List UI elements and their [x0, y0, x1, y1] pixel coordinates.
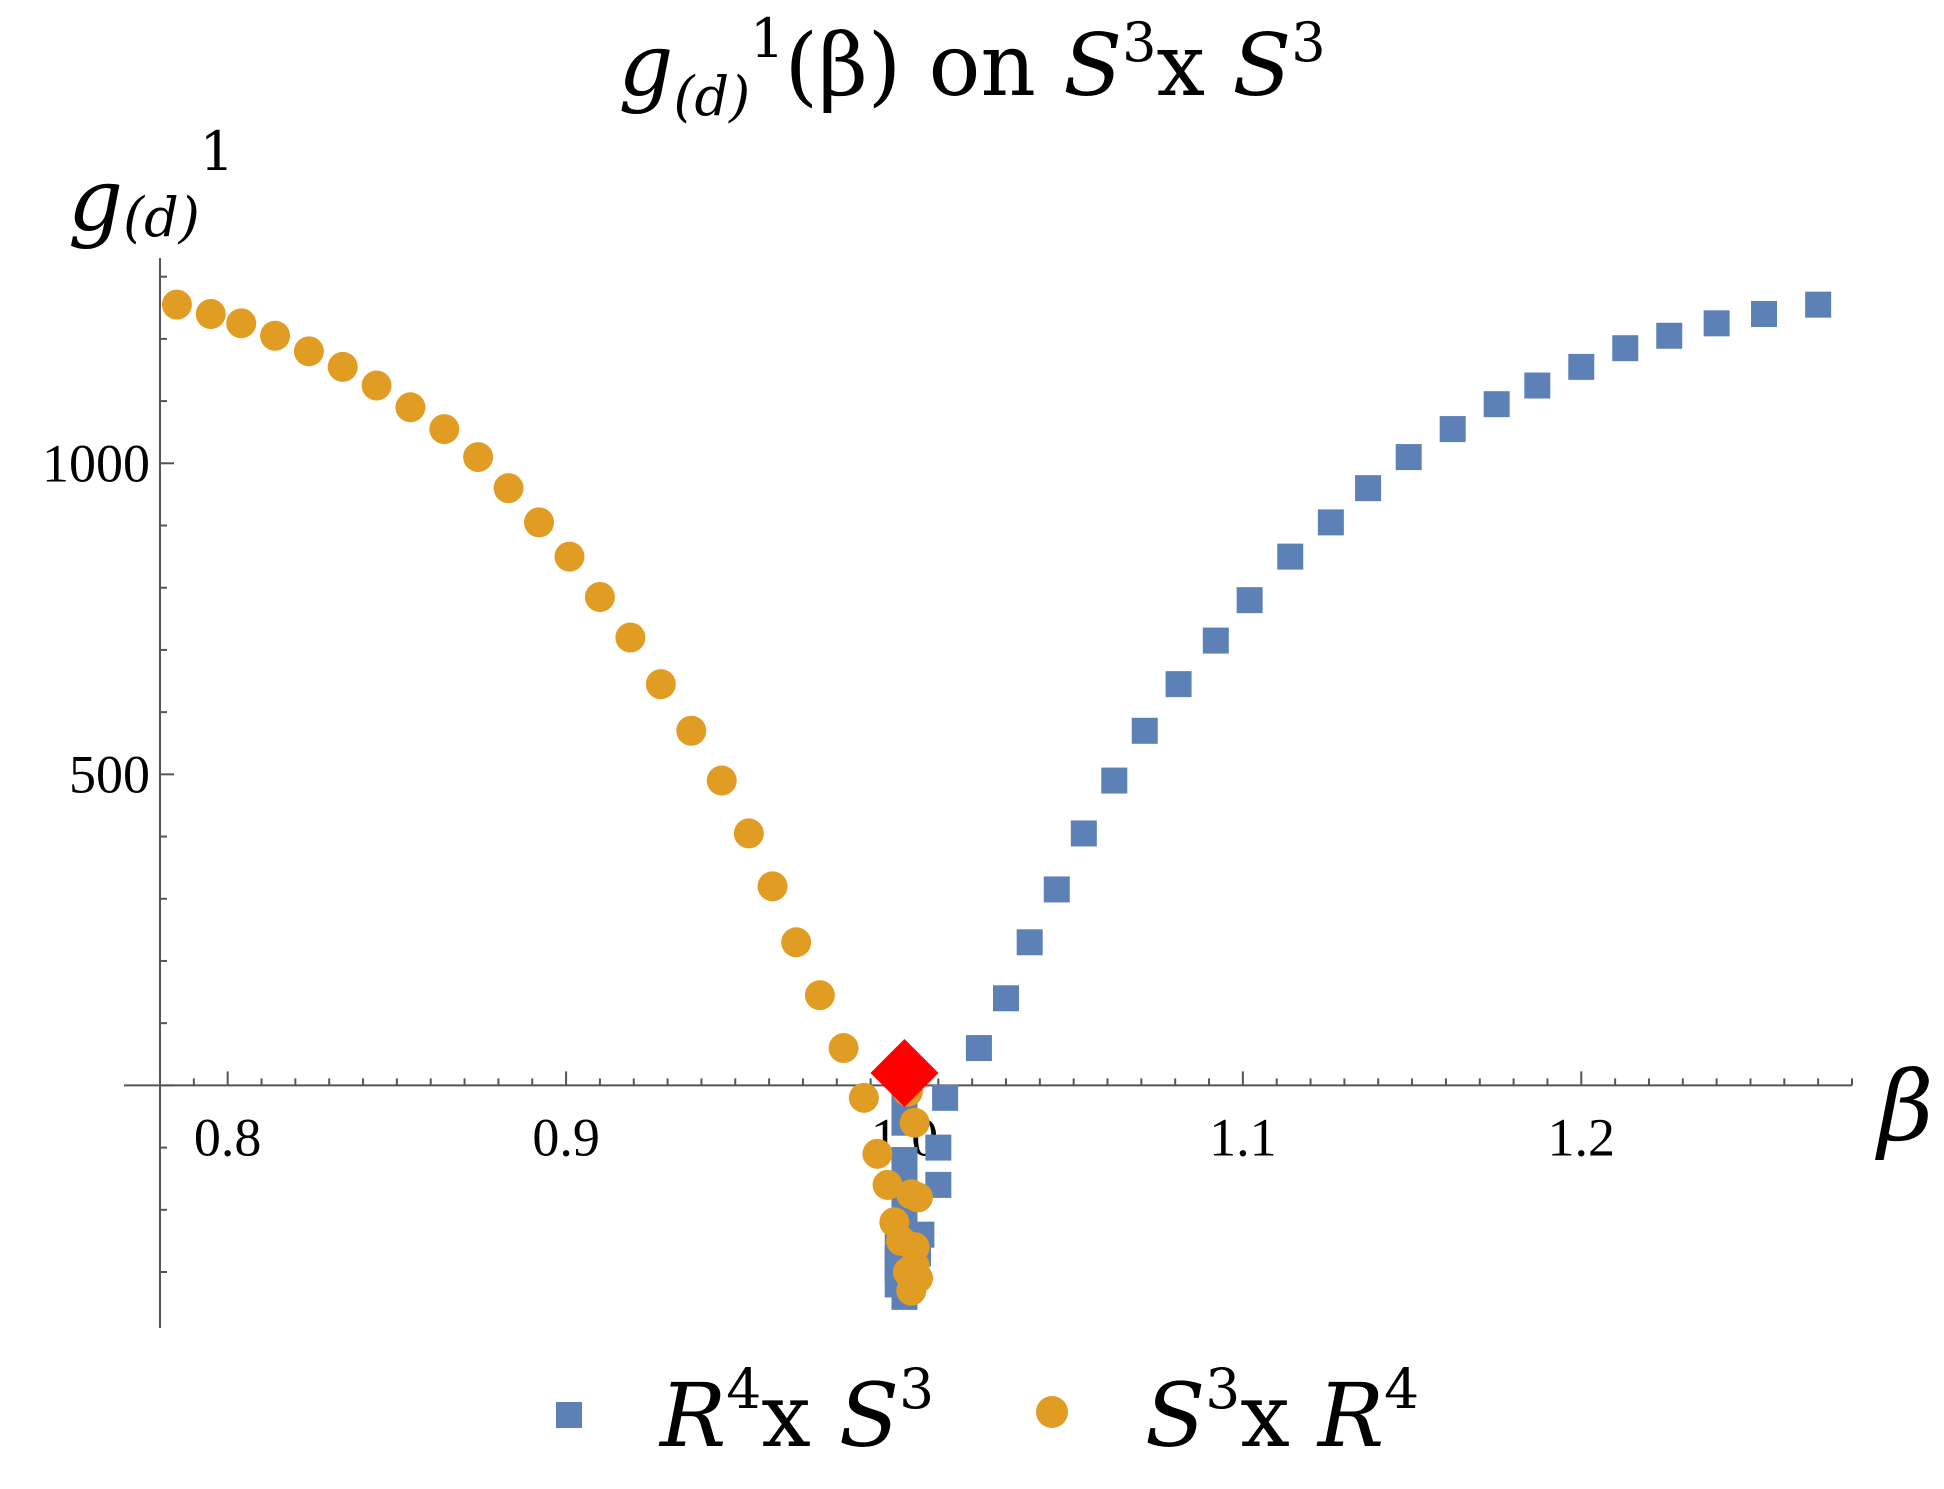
point-r4xs3 [1524, 372, 1551, 399]
legend: R4x S3 S3x R4 [556, 1357, 1419, 1467]
point-s3xr4 [226, 308, 257, 339]
title-mid: x [1156, 16, 1232, 116]
legend-marker-series1 [556, 1402, 582, 1428]
point-r4xs3 [1016, 929, 1043, 956]
point-s3xr4 [804, 980, 835, 1011]
point-s3xr4 [161, 289, 192, 320]
point-r4xs3 [1439, 416, 1466, 443]
point-r4xs3 [1703, 310, 1730, 337]
x-tick-label: 1.1 [1209, 1107, 1277, 1167]
point-s3xr4 [463, 442, 494, 473]
point-r4xs3 [1165, 671, 1192, 698]
point-r4xs3 [1751, 300, 1778, 327]
y-axis-label: g(d)1 [68, 120, 234, 251]
chart-title: g(d)1(β) on S3x S3 [618, 7, 1325, 128]
point-r4xs3 [1656, 322, 1683, 349]
point-r4xs3 [1355, 475, 1382, 502]
title-g: g [618, 16, 673, 116]
point-s3xr4 [848, 1082, 879, 1113]
legend-label-series2: S3x R4 [1145, 1357, 1419, 1467]
point-s3xr4 [899, 1232, 930, 1263]
point-s3xr4 [872, 1169, 903, 1200]
point-r4xs3 [891, 1147, 918, 1174]
point-r4xs3 [1131, 717, 1158, 744]
x-tick-label: 0.9 [532, 1107, 600, 1167]
point-r4xs3 [1236, 587, 1263, 614]
point-s3xr4 [781, 927, 812, 958]
point-s3xr4 [327, 351, 358, 382]
point-s3xr4 [645, 669, 676, 700]
x-tick-label: 0.8 [194, 1107, 262, 1167]
ylabel-g: g [68, 151, 123, 251]
point-s3xr4 [554, 541, 585, 572]
point-special-diamond [870, 1038, 939, 1107]
point-s3xr4 [733, 818, 764, 849]
point-s3xr4 [524, 507, 555, 538]
x-tick-label: 1.2 [1548, 1107, 1616, 1167]
ylabel-sup: 1 [200, 120, 234, 183]
point-s3xr4 [584, 582, 615, 613]
point-r4xs3 [1568, 353, 1595, 380]
title-arg: (β) on [785, 16, 1064, 116]
point-s3xr4 [903, 1263, 934, 1294]
ylabel-sub: (d) [123, 186, 200, 249]
y-tick-label: 500 [69, 744, 150, 804]
point-s3xr4 [676, 715, 707, 746]
point-s3xr4 [429, 414, 460, 445]
point-r4xs3 [1101, 767, 1128, 794]
point-s3xr4 [361, 370, 392, 401]
point-r4xs3 [1202, 627, 1229, 654]
point-r4xs3 [1395, 444, 1422, 471]
title-sub: (d) [673, 65, 750, 128]
point-r4xs3 [1043, 876, 1070, 903]
title-m2-sup: 3 [1291, 11, 1325, 74]
point-r4xs3 [1317, 509, 1344, 536]
point-r4xs3 [932, 1084, 959, 1111]
point-s3xr4 [862, 1138, 893, 1169]
legend-marker-series2 [1036, 1396, 1068, 1428]
title-m2: S [1232, 16, 1291, 116]
title-m1-sup: 3 [1122, 11, 1156, 74]
point-r4xs3 [993, 985, 1019, 1012]
data-points [161, 289, 1832, 1310]
point-s3xr4 [395, 392, 426, 423]
legend-label-series1: R4x S3 [658, 1357, 934, 1467]
title-sup: 1 [750, 7, 784, 70]
point-s3xr4 [899, 1107, 930, 1138]
point-s3xr4 [828, 1033, 859, 1064]
point-s3xr4 [706, 765, 737, 796]
point-r4xs3 [1483, 391, 1510, 418]
point-s3xr4 [615, 622, 646, 653]
point-r4xs3 [1805, 291, 1832, 318]
point-s3xr4 [293, 336, 324, 367]
point-r4xs3 [1277, 543, 1304, 570]
point-r4xs3 [1070, 820, 1097, 847]
point-s3xr4 [260, 320, 291, 351]
y-tick-label: 1000 [42, 433, 150, 493]
title-m1: S [1063, 16, 1122, 116]
point-r4xs3 [925, 1134, 952, 1161]
point-s3xr4 [903, 1182, 934, 1213]
point-s3xr4 [757, 871, 788, 902]
x-axis-label: β [1875, 1051, 1934, 1163]
point-r4xs3 [965, 1035, 992, 1062]
point-s3xr4 [493, 473, 524, 504]
point-r4xs3 [1612, 335, 1639, 362]
point-s3xr4 [195, 298, 226, 329]
